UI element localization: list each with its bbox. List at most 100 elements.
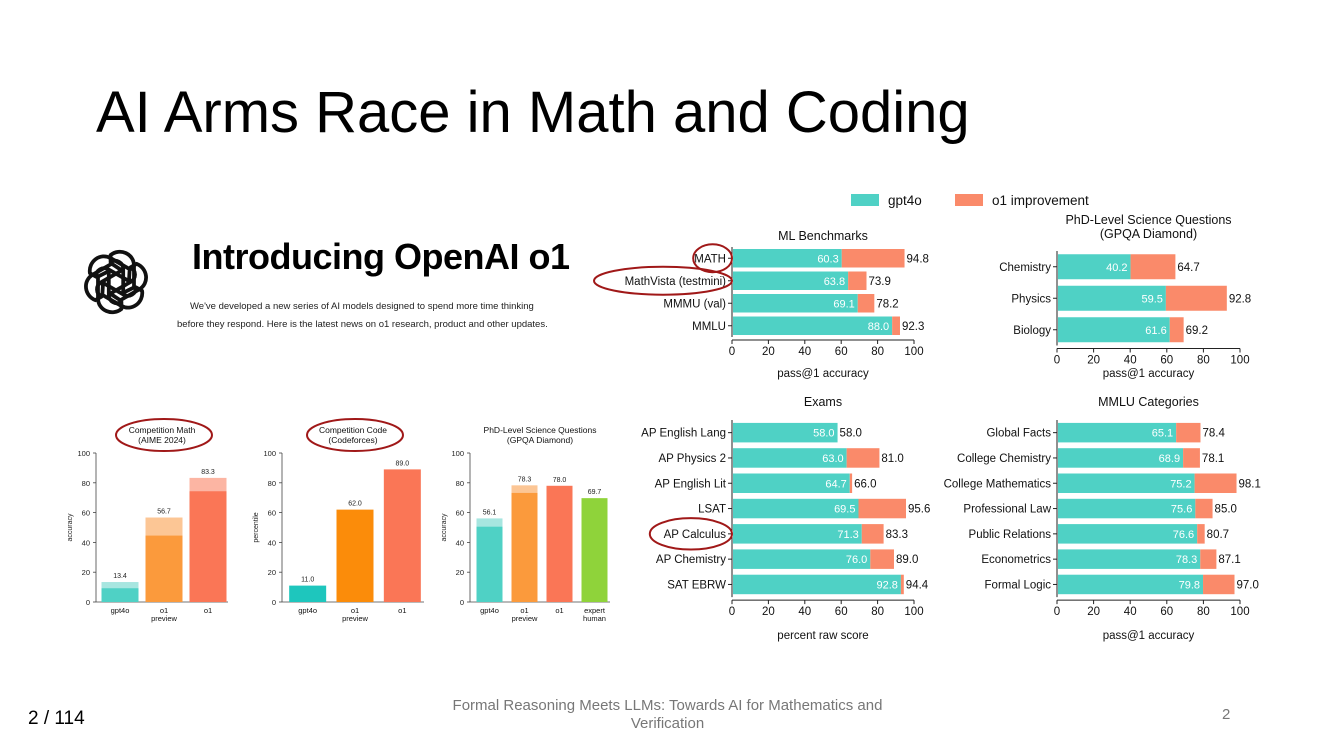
bar <box>546 485 573 602</box>
value-label-o1: 64.7 <box>1177 262 1199 274</box>
bar-gpt4o <box>733 271 849 290</box>
value-label-gpt4o: 78.3 <box>1176 554 1197 566</box>
category-label: Global Facts <box>986 428 1051 440</box>
value-label-o1: 73.9 <box>868 276 890 288</box>
category-label: expert human <box>583 606 606 623</box>
category-label: o1 preview <box>151 606 177 623</box>
y-tick-label: 40 <box>268 538 276 547</box>
bar-o1-improvement <box>870 549 894 569</box>
value-label-gpt4o: 76.0 <box>846 554 867 566</box>
value-label-o1: 87.1 <box>1218 554 1240 566</box>
value-label: 83.3 <box>201 469 215 476</box>
y-tick-label: 60 <box>82 509 90 518</box>
chart-title: MMLU Categories <box>1098 395 1199 409</box>
vbar-chart-0: Competition Math (AIME 2024) 0 20 40 60 80 100 a… <box>67 418 228 623</box>
bar <box>189 491 227 602</box>
bar-o1-improvement <box>1165 285 1227 311</box>
footer-title-line2: Verification <box>630 715 705 732</box>
value-label-gpt4o: 69.1 <box>833 298 854 310</box>
value-label-gpt4o: 88.0 <box>868 321 889 333</box>
value-label: 62.0 <box>348 501 362 508</box>
bar-upper <box>101 582 139 589</box>
category-label: LSAT <box>698 504 726 516</box>
value-label-o1: 58.0 <box>840 428 862 440</box>
value-label-gpt4o: 61.6 <box>1145 325 1166 337</box>
value-label-gpt4o: 71.3 <box>837 529 858 541</box>
bar <box>511 492 538 602</box>
category-label: College Chemistry <box>957 453 1051 465</box>
bar-gpt4o <box>1058 524 1198 544</box>
chart-title: Competition Code (Codeforces) <box>319 425 387 445</box>
bar-gpt4o <box>733 549 871 569</box>
chart-title: Competition Math (AIME 2024) <box>129 425 196 445</box>
bar-gpt4o <box>733 473 850 493</box>
value-label-o1: 95.6 <box>908 504 930 516</box>
y-tick-label: 60 <box>456 509 464 518</box>
highlight-circle <box>306 418 404 452</box>
value-label-gpt4o: 60.3 <box>817 253 838 265</box>
value-label-gpt4o: 65.1 <box>1152 428 1173 440</box>
category-label: SAT EBRW <box>667 579 726 591</box>
x-tick-label: 0 <box>729 606 735 618</box>
value-label-gpt4o: 92.8 <box>876 579 897 591</box>
category-label: Chemistry <box>999 262 1051 274</box>
value-label-o1: 92.3 <box>902 321 924 333</box>
category-label: gpt4o <box>111 606 130 615</box>
bar-o1-improvement <box>841 249 905 268</box>
bar-gpt4o <box>1058 574 1204 595</box>
highlight-circle <box>115 418 213 452</box>
y-tick-label: 40 <box>82 538 90 547</box>
x-tick-label: 80 <box>871 606 884 618</box>
x-axis-label: pass@1 accuracy <box>1103 630 1195 642</box>
category-label: o1 <box>398 606 406 615</box>
bar-o1-improvement <box>1200 549 1217 569</box>
value-label-gpt4o: 75.6 <box>1171 504 1192 516</box>
bar-gpt4o <box>733 249 842 268</box>
bar-gpt4o <box>1058 448 1184 468</box>
bar-gpt4o <box>1058 422 1177 443</box>
bar-gpt4o <box>1058 498 1196 519</box>
value-label: 78.0 <box>553 477 567 484</box>
y-tick-label: 20 <box>456 568 464 577</box>
bar-upper <box>511 485 538 493</box>
x-tick-label: 0 <box>729 346 735 358</box>
value-label: 11.0 <box>301 577 314 584</box>
vbar-chart-2: PhD-Level Science Questions (GPQA Diamond… <box>441 425 610 623</box>
bar <box>101 588 139 602</box>
category-label: gpt4o <box>480 606 499 615</box>
category-label: gpt4o <box>298 606 317 615</box>
bar <box>476 526 503 602</box>
bar <box>383 469 421 602</box>
value-label-gpt4o: 69.5 <box>834 504 855 516</box>
bar-gpt4o <box>1058 285 1166 311</box>
x-tick-label: 60 <box>1160 355 1173 367</box>
value-label-gpt4o: 63.8 <box>824 276 845 288</box>
category-label: AP Physics 2 <box>658 453 726 465</box>
category-label: o1 preview <box>512 606 538 623</box>
x-tick-label: 40 <box>798 606 811 618</box>
x-tick-label: 0 <box>1054 606 1060 618</box>
y-tick-label: 0 <box>86 598 90 607</box>
value-label-gpt4o: 76.6 <box>1173 529 1194 541</box>
value-label: 89.0 <box>396 460 410 467</box>
category-label: Econometrics <box>981 554 1051 566</box>
x-tick-label: 100 <box>1230 355 1249 367</box>
value-label-o1: 94.4 <box>906 579 929 591</box>
bar-gpt4o <box>733 422 838 443</box>
bar-gpt4o <box>733 448 847 468</box>
bar <box>145 535 183 602</box>
value-label-o1: 78.4 <box>1202 428 1225 440</box>
value-label-gpt4o: 58.0 <box>813 428 834 440</box>
bar-gpt4o <box>733 316 893 335</box>
bar-gpt4o <box>733 498 859 519</box>
x-tick-label: 80 <box>871 346 884 358</box>
x-tick-label: 20 <box>762 346 775 358</box>
value-label-o1: 81.0 <box>881 453 903 465</box>
category-label: o1 <box>555 606 563 615</box>
x-tick-label: 80 <box>1197 606 1210 618</box>
category-label: o1 <box>204 606 212 615</box>
hbar-chart-0: ML Benchmarks 0 20 40 60 80 100 pass@1 accuracy… <box>593 229 929 380</box>
page-indicator: 2 / 114 <box>28 708 85 729</box>
y-tick-label: 40 <box>456 538 464 547</box>
chart-title: Exams <box>804 395 842 409</box>
